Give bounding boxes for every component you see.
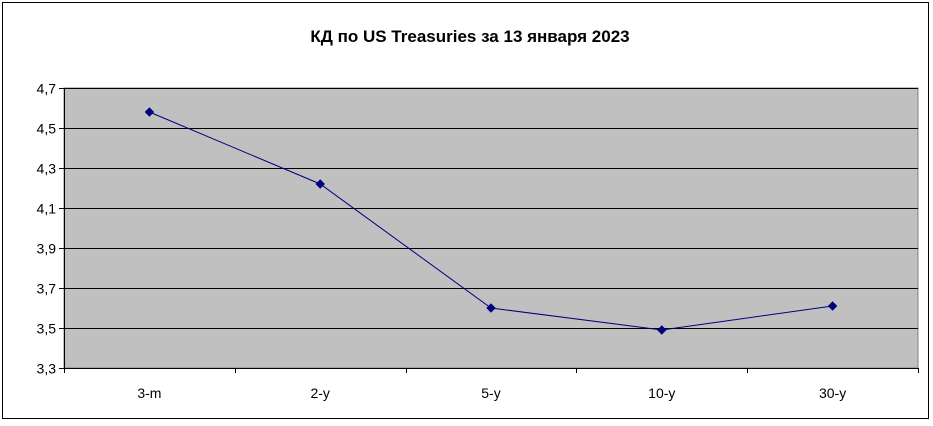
- y-tick-label: 4,5: [37, 121, 57, 137]
- y-tick-label: 3,7: [37, 281, 57, 297]
- x-tick-label: 5-y: [481, 385, 500, 401]
- plot-area: 3,3 3,5 3,7 3,9 4,1 4,3 4,5 4,7 3-m 2-y 5-y 10-y 30-…: [37, 81, 919, 401]
- x-tick-label: 3-m: [137, 385, 161, 401]
- data-point-marker: [315, 179, 325, 189]
- data-point-marker: [827, 301, 838, 311]
- y-tick-label: 3,3: [37, 361, 57, 377]
- y-tick-label: 4,3: [37, 161, 57, 177]
- data-point-marker: [486, 303, 496, 313]
- data-point-marker: [657, 325, 667, 335]
- y-tick-label: 3,9: [37, 241, 57, 257]
- y-tick-label: 4,7: [37, 81, 57, 97]
- chart-title: КД по US Treasuries за 13 января 2023: [310, 27, 629, 46]
- y-tick-label: 4,1: [37, 201, 57, 217]
- plot-background: [63, 87, 919, 369]
- y-tick-label: 3,5: [37, 321, 57, 337]
- x-tick-label: 30-y: [819, 385, 846, 401]
- x-tick-label: 2-y: [310, 385, 329, 401]
- x-tick-label: 10-y: [648, 385, 675, 401]
- data-point-marker: [144, 107, 155, 117]
- line-chart: КД по US Treasuries за 13 января 2023 3,…: [37, 27, 919, 401]
- chart-container: КД по US Treasuries за 13 января 2023 3,…: [2, 2, 929, 419]
